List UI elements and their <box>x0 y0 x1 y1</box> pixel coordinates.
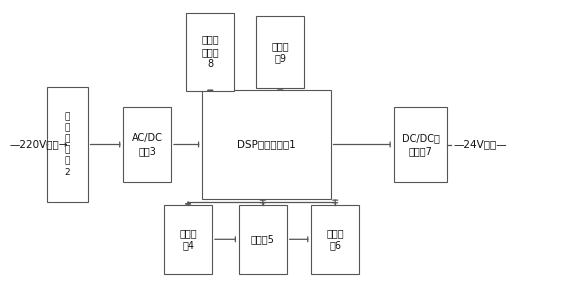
Text: 隔
离
变
压
器
2: 隔 离 变 压 器 2 <box>64 112 70 177</box>
Text: 蓄电池5: 蓄电池5 <box>251 234 274 244</box>
Text: 充电电
路4: 充电电 路4 <box>179 228 197 251</box>
Text: —220V输入→: —220V输入→ <box>9 140 68 149</box>
Text: AC/DC
模块3: AC/DC 模块3 <box>132 133 162 156</box>
Bar <box>186 13 234 91</box>
Text: DSP核心处理器1: DSP核心处理器1 <box>237 140 296 149</box>
Text: —24V输出—: —24V输出— <box>453 140 507 149</box>
Bar <box>239 205 287 274</box>
Bar <box>202 90 331 199</box>
Bar <box>164 205 212 274</box>
Bar <box>47 87 88 202</box>
Text: 放电电
路6: 放电电 路6 <box>326 228 344 251</box>
Text: 通信模
块9: 通信模 块9 <box>272 41 289 63</box>
Bar <box>394 107 447 182</box>
Text: 人机界
面模块
8: 人机界 面模块 8 <box>201 35 219 69</box>
Bar <box>123 107 171 182</box>
Bar <box>256 16 304 88</box>
Text: DC/DC稳
压模块7: DC/DC稳 压模块7 <box>402 133 439 156</box>
Bar <box>311 205 359 274</box>
